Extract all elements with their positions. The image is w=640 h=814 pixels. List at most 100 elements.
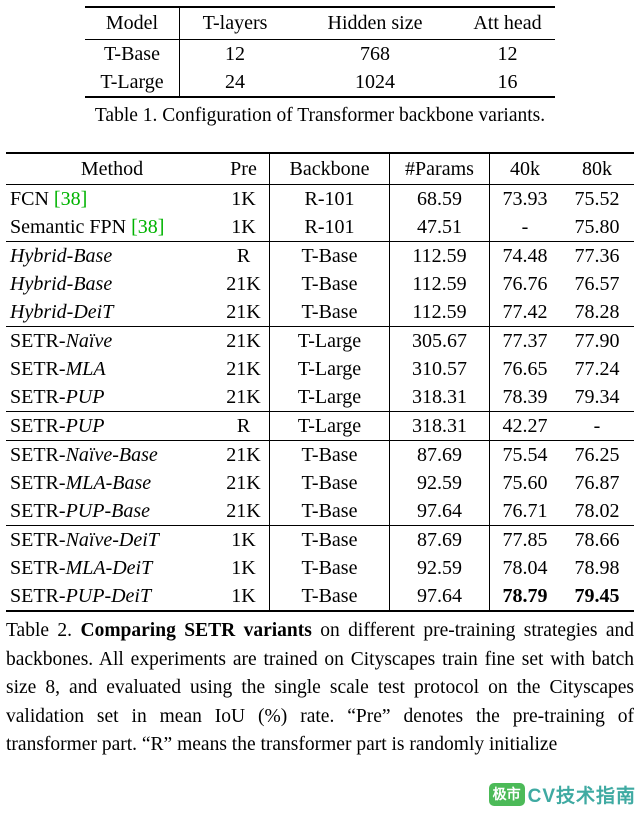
miou-80k-cell: 78.98 <box>574 556 620 579</box>
method-cell: FCN [38] <box>6 185 218 213</box>
miou-40k-cell: 42.27 <box>502 414 548 437</box>
params-cell: 87.69 <box>390 441 490 469</box>
method-name-segment: PUP-Base <box>65 499 150 522</box>
watermark-text: CV技术指南 <box>527 786 636 807</box>
table2-row: SETR- PUP-DeiT 1K T-Base 97.64 78.79 79.45 <box>6 582 634 610</box>
table1: Model T-layers Hidden size Att head T-Ba… <box>85 6 555 98</box>
table2-group: SETR- Naïve-DeiT 1K T-Base 87.69 77.85 78.66 SE… <box>6 525 634 610</box>
table2-caption-prefix: Table 2. <box>6 620 81 641</box>
params-cell: 318.31 <box>390 383 490 411</box>
citation-ref: [38] <box>131 215 165 238</box>
params-cell: 112.59 <box>390 298 490 326</box>
backbone-cell: T-Base <box>270 497 390 525</box>
table2-row: Hybrid-Base 21K T-Base 112.59 76.76 76.57 <box>6 270 634 298</box>
table2-row: SETR- MLA-Base 21K T-Base 92.59 75.60 76.87 <box>6 469 634 497</box>
backbone-cell: T-Large <box>270 355 390 383</box>
pretrain-cell: 21K <box>218 327 270 355</box>
method-name-segment: SETR- <box>10 528 66 551</box>
method-name-segment: Naïve <box>65 329 113 352</box>
miou-80k-cell: 77.90 <box>574 329 620 352</box>
table1-cell: 16 <box>497 70 518 93</box>
backbone-cell: T-Base <box>270 526 390 554</box>
table1-caption: Table 1. Configuration of Transformer ba… <box>94 105 546 126</box>
table2-group: SETR- Naïve 21K T-Large 305.67 77.37 77.90 SETR… <box>6 326 634 411</box>
miou-80k-cell: 75.80 <box>574 215 620 238</box>
method-name-segment: Naïve-DeiT <box>65 528 159 551</box>
table2-row: Hybrid-Base R T-Base 112.59 74.48 77.36 <box>6 242 634 270</box>
method-name-segment: Semantic FPN <box>10 215 127 238</box>
table1-row: T-Base 12 768 12 <box>85 40 555 68</box>
table2-row: SETR- PUP-Base 21K T-Base 97.64 76.71 78.02 <box>6 497 634 525</box>
citation-ref: [38] <box>53 187 88 210</box>
method-name-segment: SETR- <box>10 443 66 466</box>
table1-row: T-Large 24 1024 16 <box>85 68 555 96</box>
miou-80k-cell: 79.34 <box>574 385 620 408</box>
table1-cell: T-Base <box>85 40 180 68</box>
backbone-cell: T-Base <box>270 242 390 270</box>
method-cell: Semantic FPN [38] <box>6 213 218 241</box>
method-cell: SETR- MLA <box>6 355 218 383</box>
col-header-hidden-size: Hidden size <box>327 12 423 34</box>
miou-40k-cell: 78.04 <box>502 556 548 579</box>
method-cell: SETR- Naïve-DeiT <box>6 526 218 554</box>
pretrain-cell: 21K <box>218 383 270 411</box>
watermark: 极市 CV技术指南 <box>488 781 636 808</box>
method-name-segment: PUP-DeiT <box>65 584 152 607</box>
table2-row: SETR- Naïve-Base 21K T-Base 87.69 75.54 76.25 <box>6 441 634 469</box>
method-name-segment: PUP <box>65 414 105 437</box>
miou-80k-cell: 78.02 <box>574 499 620 522</box>
method-name-segment: SETR- <box>10 329 66 352</box>
pretrain-cell: R <box>218 412 270 440</box>
backbone-cell: T-Base <box>270 469 390 497</box>
method-cell: SETR- Naïve-Base <box>6 441 218 469</box>
method-name-segment: SETR- <box>10 499 66 522</box>
params-cell: 68.59 <box>390 185 490 213</box>
miou-80k-cell: - <box>593 414 601 437</box>
method-cell: SETR- PUP-Base <box>6 497 218 525</box>
table1-cell: 1024 <box>355 70 395 93</box>
col-header-params: #Params <box>390 154 490 184</box>
table1-body: T-Base 12 768 12 T-Large 24 1024 16 <box>85 40 555 96</box>
table1-cell: 12 <box>497 42 518 65</box>
table1-cell: T-Large <box>85 68 180 96</box>
params-cell: 305.67 <box>390 327 490 355</box>
method-name-segment: PUP <box>65 385 105 408</box>
method-cell: Hybrid-Base <box>6 242 218 270</box>
table2-group: SETR- PUP R T-Large 318.31 42.27- <box>6 411 634 440</box>
col-header-att-head: Att head <box>473 12 542 34</box>
pretrain-cell: 21K <box>218 270 270 298</box>
pretrain-cell: 21K <box>218 355 270 383</box>
method-cell: Hybrid-Base <box>6 270 218 298</box>
pretrain-cell: 21K <box>218 441 270 469</box>
method-name-segment: SETR- <box>10 584 66 607</box>
miou-80k-cell: 76.57 <box>574 272 620 295</box>
method-cell: SETR- MLA-DeiT <box>6 554 218 582</box>
table1-cell: 12 <box>225 42 245 65</box>
backbone-cell: T-Large <box>270 412 390 440</box>
table2-row: Hybrid-DeiT 21K T-Base 112.59 77.42 78.28 <box>6 298 634 326</box>
params-cell: 318.31 <box>390 412 490 440</box>
miou-80k-cell: 77.36 <box>574 244 620 267</box>
method-name-segment: SETR- <box>10 471 66 494</box>
params-cell: 87.69 <box>390 526 490 554</box>
backbone-cell: T-Base <box>270 554 390 582</box>
table2-row: SETR- Naïve-DeiT 1K T-Base 87.69 77.85 78.66 <box>6 526 634 554</box>
table2-row: SETR- PUP R T-Large 318.31 42.27- <box>6 412 634 440</box>
miou-80k-cell: 78.66 <box>574 528 620 551</box>
miou-80k-cell: 78.28 <box>574 300 620 323</box>
miou-80k-cell: 76.25 <box>574 443 620 466</box>
pretrain-cell: 21K <box>218 497 270 525</box>
miou-40k-cell: 74.48 <box>502 244 548 267</box>
miou-40k-cell: 77.37 <box>502 329 548 352</box>
method-name-segment: SETR- <box>10 385 66 408</box>
method-name-segment: Naïve-Base <box>65 443 158 466</box>
pretrain-cell: 1K <box>218 185 270 213</box>
method-name-segment: Hybrid-Base <box>10 244 113 267</box>
params-cell: 92.59 <box>390 469 490 497</box>
method-cell: SETR- Naïve <box>6 327 218 355</box>
params-cell: 97.64 <box>390 582 490 610</box>
col-header-t-layers: T-layers <box>202 12 268 34</box>
method-name-segment: SETR- <box>10 357 66 380</box>
miou-40k-cell: 78.39 <box>502 385 548 408</box>
table2-row: SETR- Naïve 21K T-Large 305.67 77.37 77.90 <box>6 327 634 355</box>
